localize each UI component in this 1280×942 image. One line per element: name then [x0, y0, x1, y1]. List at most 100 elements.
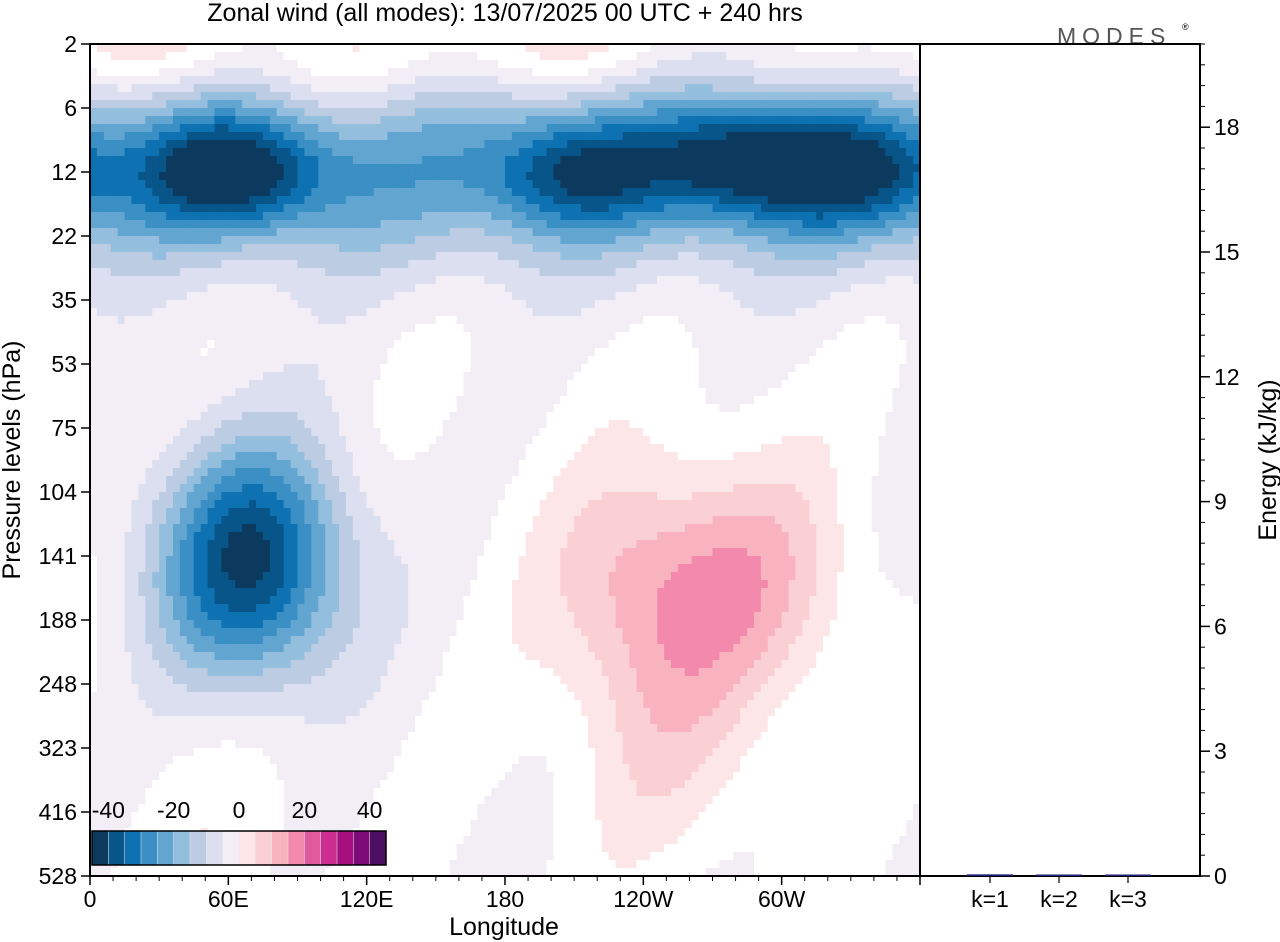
- contour-cell: [186, 260, 195, 269]
- contour-cell: [837, 108, 845, 117]
- contour-cell: [249, 316, 257, 325]
- contour-cell: [567, 212, 575, 221]
- contour-cell: [152, 332, 160, 341]
- contour-cell: [553, 276, 561, 285]
- contour-cell: [401, 60, 409, 69]
- contour-cell: [408, 260, 416, 269]
- contour-cell: [671, 140, 679, 149]
- contour-cell: [664, 364, 672, 373]
- contour-cell: [878, 348, 887, 357]
- contour-cell: [159, 84, 167, 93]
- contour-cell: [110, 228, 119, 237]
- contour-cell: [643, 148, 651, 157]
- contour-cell: [124, 308, 133, 317]
- contour-cell: [325, 340, 333, 349]
- contour-cell: [712, 340, 721, 349]
- contour-cell: [380, 244, 389, 253]
- contour-cell: [788, 276, 797, 285]
- contour-cell: [913, 188, 920, 197]
- contour-cell: [207, 108, 216, 117]
- contour-cell: [262, 212, 271, 221]
- contour-cell: [560, 308, 568, 317]
- contour-cell: [553, 204, 561, 213]
- contour-cell: [159, 204, 167, 213]
- contour-cell: [311, 116, 319, 125]
- contour-cell: [242, 340, 250, 349]
- contour-cell: [435, 300, 444, 309]
- contour-cell: [747, 196, 755, 205]
- contour-cell: [179, 356, 188, 365]
- contour-cell: [650, 116, 658, 125]
- contour-cell: [615, 180, 624, 189]
- contour-cell: [636, 84, 644, 93]
- contour-cell: [498, 260, 506, 269]
- contour-cell: [179, 316, 188, 325]
- contour-cell: [594, 180, 603, 189]
- contour-cell: [802, 204, 810, 213]
- contour-cell: [166, 148, 174, 157]
- contour-cell: [221, 180, 229, 189]
- contour-cell: [394, 308, 402, 317]
- contour-cell: [906, 108, 914, 117]
- contour-cell: [193, 164, 202, 173]
- contour-cell: [622, 268, 631, 277]
- contour-cell: [124, 372, 133, 381]
- contour-cell: [740, 148, 748, 157]
- contour-cell: [290, 300, 299, 309]
- contour-cell: [124, 340, 133, 349]
- contour-cell: [899, 76, 907, 85]
- contour-cell: [671, 292, 679, 301]
- contour-cell: [214, 132, 223, 141]
- contour-cell: [781, 316, 790, 325]
- contour-cell: [242, 364, 250, 373]
- contour-cell: [380, 52, 389, 61]
- contour-cell: [145, 148, 153, 157]
- contour-cell: [823, 340, 831, 349]
- contour-cell: [809, 308, 817, 317]
- contour-cell: [850, 316, 859, 325]
- contour-cell: [249, 236, 257, 245]
- contour-cell: [498, 348, 506, 357]
- contour-cell: [518, 220, 527, 229]
- contour-cell: [325, 228, 333, 237]
- contour-cell: [913, 348, 920, 357]
- contour-cell: [228, 324, 236, 333]
- contour-cell: [345, 100, 354, 109]
- contour-cell: [235, 196, 243, 205]
- contour-cell: [463, 132, 472, 141]
- contour-cell: [726, 364, 734, 373]
- contour-cell: [671, 108, 679, 117]
- contour-cell: [366, 244, 375, 253]
- contour-cell: [290, 252, 299, 261]
- contour-cell: [124, 204, 133, 213]
- contour-cell: [477, 316, 485, 325]
- contour-cell: [830, 116, 838, 125]
- contour-cell: [608, 292, 617, 301]
- contour-cell: [816, 348, 824, 357]
- contour-cell: [380, 44, 389, 53]
- contour-cell: [802, 60, 810, 69]
- contour-cell: [352, 340, 361, 349]
- contour-cell: [622, 348, 631, 357]
- contour-cell: [774, 92, 783, 101]
- contour-cell: [290, 68, 299, 77]
- contour-cell: [373, 300, 382, 309]
- contour-cell: [96, 244, 105, 253]
- contour-cell: [269, 156, 278, 165]
- contour-cell: [124, 212, 133, 221]
- contour-cell: [629, 116, 638, 125]
- contour-cell: [539, 292, 548, 301]
- contour-cell: [290, 284, 299, 293]
- contour-cell: [802, 292, 810, 301]
- contour-cell: [677, 52, 686, 61]
- contour-cell: [553, 156, 561, 165]
- contour-cell: [166, 252, 174, 261]
- contour-cell: [629, 284, 638, 293]
- contour-cell: [843, 228, 852, 237]
- contour-cell: [332, 268, 340, 277]
- contour-cell: [318, 108, 326, 117]
- contour-cell: [740, 340, 748, 349]
- contour-cell: [913, 228, 920, 237]
- contour-cell: [484, 244, 492, 253]
- contour-cell: [795, 284, 804, 293]
